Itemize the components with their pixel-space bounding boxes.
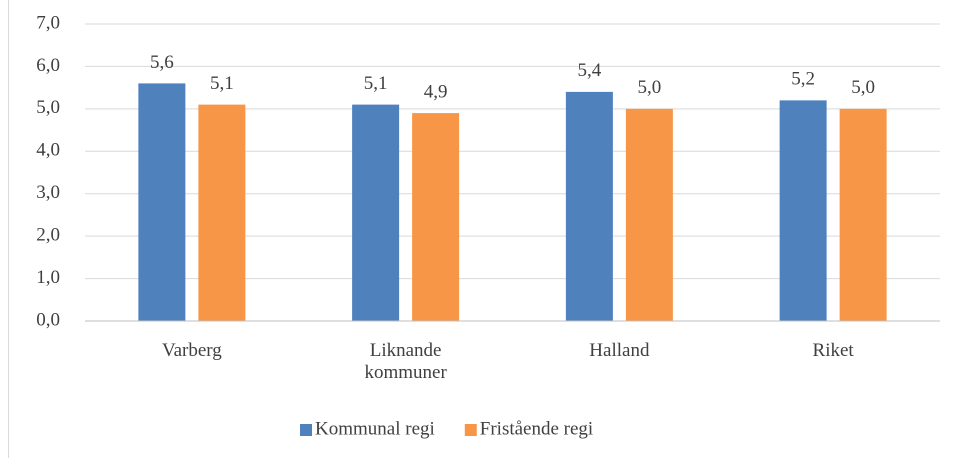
value-label: 5,0 — [851, 77, 875, 98]
value-label: 5,4 — [578, 60, 602, 81]
value-label: 5,0 — [638, 77, 662, 98]
value-label: 5,1 — [364, 73, 388, 94]
value-label: 5,1 — [210, 73, 234, 94]
bar — [412, 113, 460, 321]
y-tick-label: 7,0 — [36, 12, 60, 33]
y-tick-label: 1,0 — [36, 267, 60, 288]
x-tick-label: Halland — [589, 340, 650, 361]
y-tick-label: 2,0 — [36, 225, 60, 246]
bar — [352, 104, 400, 321]
legend-swatch — [300, 424, 312, 436]
y-tick-label: 4,0 — [36, 140, 60, 161]
legend-label: Fristående regi — [480, 418, 593, 439]
x-tick-label: Riket — [812, 340, 854, 361]
bar — [565, 91, 613, 321]
bar — [779, 100, 827, 321]
value-label: 5,6 — [150, 52, 174, 73]
y-tick-label: 6,0 — [36, 55, 60, 76]
value-label: 5,2 — [791, 69, 815, 90]
x-tick-label: Liknande kommuner — [364, 340, 447, 383]
value-label: 4,9 — [424, 81, 448, 102]
bar — [138, 83, 186, 322]
y-tick-label: 5,0 — [36, 97, 60, 118]
y-tick-label: 3,0 — [36, 182, 60, 203]
legend-swatch — [464, 424, 477, 436]
legend-label: Kommunal regi — [315, 418, 435, 439]
bar — [198, 104, 246, 321]
bar — [839, 108, 887, 321]
y-tick-label: 0,0 — [36, 309, 60, 330]
bar — [625, 108, 673, 321]
x-tick-label: Varberg — [161, 340, 222, 361]
